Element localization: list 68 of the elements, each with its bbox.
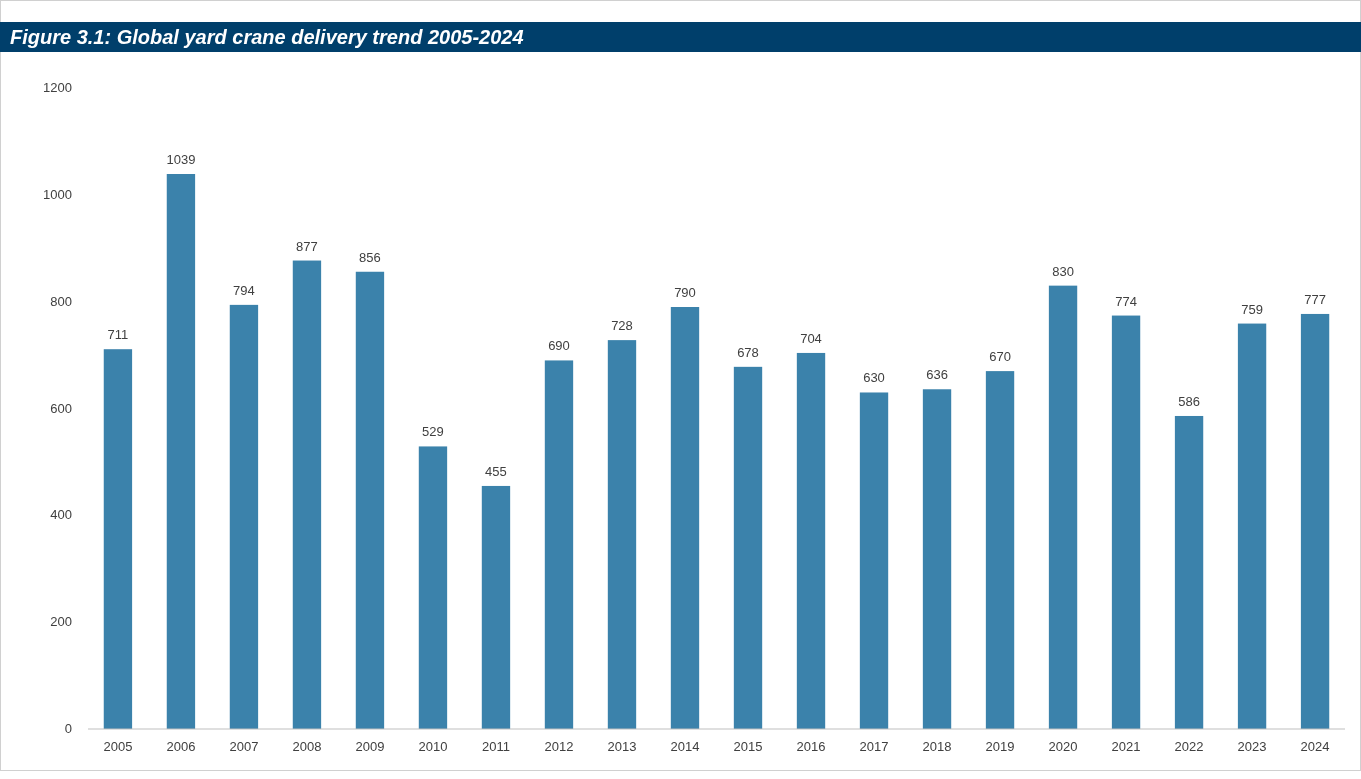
bar (292, 260, 322, 729)
x-tick-label: 2017 (859, 739, 889, 754)
data-label: 830 (1052, 263, 1074, 279)
data-label: 759 (1241, 301, 1263, 317)
y-tick-label: 800 (50, 293, 72, 309)
data-label: 670 (989, 349, 1011, 365)
x-tick-label: 2009 (355, 739, 385, 754)
x-tick-label: 2014 (670, 739, 700, 754)
x-tick-label: 2018 (922, 739, 952, 754)
x-tick-label: 2024 (1300, 739, 1330, 754)
bar (985, 371, 1015, 729)
bar (481, 485, 511, 729)
data-label: 728 (611, 318, 633, 334)
bar (733, 366, 763, 729)
x-tick-label: 2011 (481, 739, 510, 754)
x-tick-label: 2005 (103, 739, 133, 754)
data-label: 794 (233, 282, 255, 298)
y-tick-label: 400 (50, 507, 72, 523)
x-tick-label: 2015 (733, 739, 763, 754)
x-tick-label: 2013 (607, 739, 637, 754)
bar (1048, 285, 1078, 729)
x-tick-label: 2023 (1237, 739, 1267, 754)
bar (418, 446, 448, 729)
data-label: 636 (926, 367, 948, 383)
x-tick-label: 2019 (985, 739, 1015, 754)
y-tick-label: 200 (50, 614, 72, 630)
x-tick-label: 2016 (796, 739, 826, 754)
data-label: 774 (1115, 293, 1137, 309)
x-tick-label: 2021 (1111, 739, 1141, 754)
x-tick-label: 2020 (1048, 739, 1078, 754)
y-tick-label: 600 (50, 400, 72, 416)
data-label: 586 (1178, 393, 1200, 409)
bar (670, 307, 700, 729)
bar (229, 304, 259, 729)
bar (1174, 415, 1204, 729)
x-tick-label: 2006 (166, 739, 196, 754)
chart-title: Figure 3.1: Global yard crane delivery trend 2005-2024 (10, 26, 524, 48)
x-tick-label: 2012 (544, 739, 574, 754)
bar (922, 389, 952, 729)
bar (796, 352, 826, 729)
bar (544, 360, 574, 729)
data-label: 777 (1304, 291, 1326, 307)
bar (1111, 315, 1141, 729)
bar (103, 349, 133, 729)
bar (607, 340, 637, 729)
bar (1300, 313, 1330, 729)
x-tick-label: 2008 (292, 739, 322, 754)
y-tick-label: 0 (64, 721, 72, 736)
bar (1237, 323, 1267, 729)
y-tick-label: 1200 (43, 80, 72, 95)
data-label: 790 (674, 285, 696, 301)
data-label: 455 (485, 463, 507, 479)
data-label: 877 (296, 238, 318, 254)
data-label: 630 (863, 370, 885, 386)
x-tick-label: 2010 (418, 739, 448, 754)
bar (166, 174, 196, 729)
data-label: 529 (422, 424, 444, 440)
data-label: 690 (548, 338, 570, 354)
data-label: 704 (800, 330, 822, 346)
data-label: 856 (359, 249, 381, 265)
x-tick-label: 2007 (229, 739, 259, 754)
y-tick-label: 1000 (43, 186, 72, 202)
bar (859, 392, 889, 729)
x-tick-label: 2022 (1174, 739, 1204, 754)
bar (355, 271, 385, 729)
data-label: 1039 (166, 152, 196, 167)
data-label: 678 (737, 344, 759, 360)
data-label: 711 (107, 327, 129, 343)
